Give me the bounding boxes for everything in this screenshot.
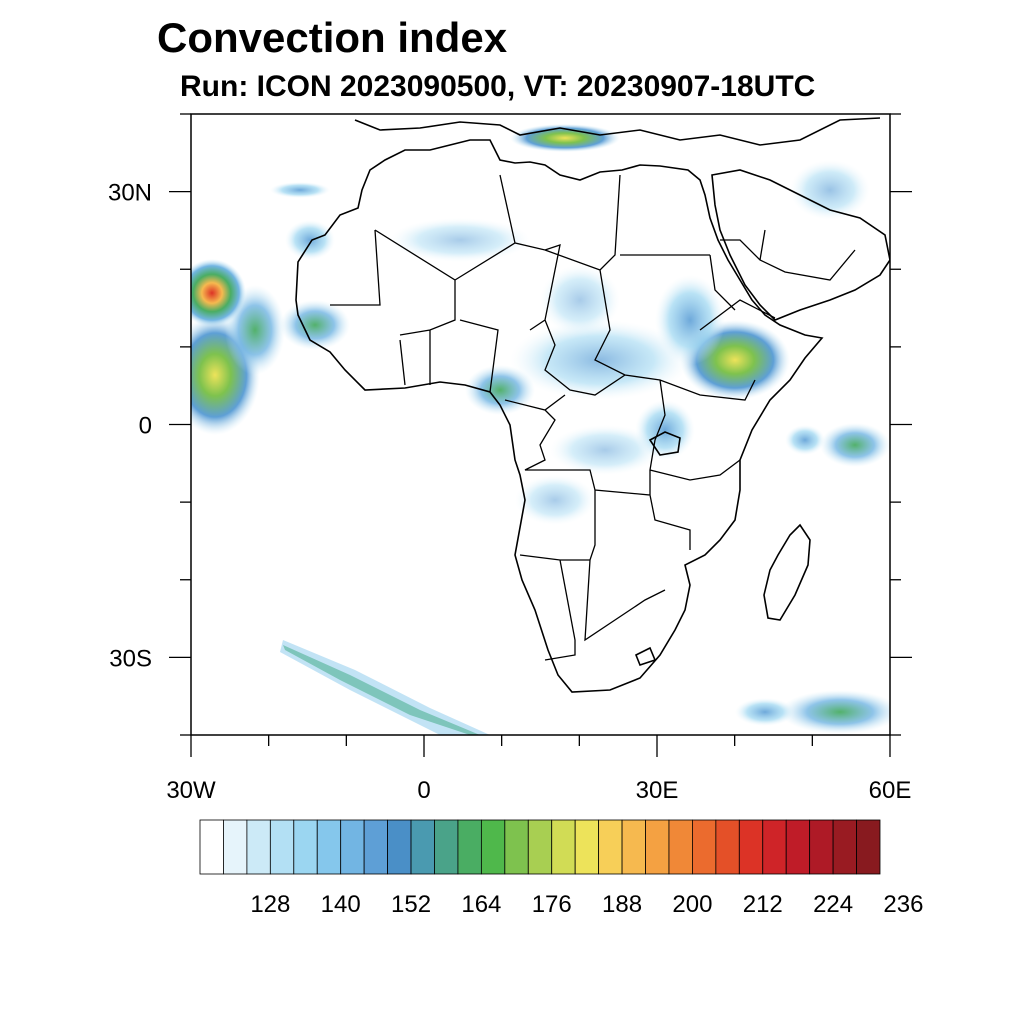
colorbar-swatch bbox=[551, 819, 576, 875]
colorbar-swatch bbox=[574, 819, 600, 875]
colorbar-swatch bbox=[480, 819, 506, 875]
south-atlantic-front-halo bbox=[280, 640, 490, 735]
x-tick-label: 60E bbox=[869, 777, 912, 804]
colorbar-label: 128 bbox=[250, 891, 290, 918]
colorbar-swatch bbox=[856, 819, 881, 875]
y-tick-label: 30S bbox=[109, 645, 152, 672]
colorbar-swatch bbox=[363, 819, 388, 875]
chad-patch bbox=[540, 265, 620, 335]
lesotho bbox=[634, 646, 657, 666]
colorbar-swatch bbox=[598, 819, 623, 875]
colorbar-label: 140 bbox=[321, 891, 361, 918]
colorbar-swatch bbox=[762, 819, 787, 875]
africa-coastline bbox=[295, 139, 824, 693]
colorbar-swatch bbox=[199, 819, 224, 875]
colorbar-swatch bbox=[223, 819, 248, 875]
colorbar-label: 152 bbox=[391, 891, 431, 918]
indian-ocean-east bbox=[820, 423, 890, 467]
arabia bbox=[790, 160, 870, 220]
x-tick-label: 30W bbox=[166, 777, 216, 804]
x-tick-label: 30E bbox=[636, 777, 679, 804]
colorbar-swatch bbox=[387, 819, 412, 875]
arabia-coastline bbox=[711, 169, 890, 321]
y-tick-label: 30N bbox=[108, 180, 152, 207]
colorbar-label: 212 bbox=[743, 891, 783, 918]
colorbar-label: 164 bbox=[461, 891, 501, 918]
colorbar-swatch bbox=[692, 819, 717, 875]
mediterranean-band bbox=[510, 124, 620, 152]
convection-shading bbox=[191, 124, 890, 735]
colorbar-label: 224 bbox=[813, 891, 853, 918]
south-sudan bbox=[655, 275, 725, 365]
colorbar-swatch bbox=[832, 819, 857, 875]
colorbar-swatch bbox=[645, 819, 670, 875]
border-lines bbox=[330, 174, 856, 661]
gulf-guinea bbox=[465, 365, 535, 415]
y-axis-labels: 30N 0 30S bbox=[108, 180, 152, 673]
colorbar-swatch bbox=[738, 819, 764, 875]
colorbar-label: 188 bbox=[602, 891, 642, 918]
atlantic-streak bbox=[270, 182, 330, 198]
colorbar-label: 200 bbox=[672, 891, 712, 918]
colorbar-swatch bbox=[410, 819, 435, 875]
coastlines bbox=[295, 117, 890, 693]
colorbar bbox=[199, 819, 881, 875]
colorbar-swatch bbox=[316, 819, 342, 875]
congo-basin bbox=[550, 425, 660, 475]
country-borders bbox=[330, 174, 856, 661]
sahara-patch bbox=[390, 218, 530, 262]
sahel-belt bbox=[510, 320, 690, 400]
chart-title: Convection index bbox=[157, 14, 508, 61]
colorbar-swatch bbox=[340, 819, 365, 875]
colorbar-swatch bbox=[785, 819, 811, 875]
madagascar-coastline bbox=[763, 523, 811, 621]
colorbar-swatch bbox=[246, 819, 271, 875]
colorbar-labels: 128 140 152 164 176 188 200 212 224 236 bbox=[250, 891, 923, 918]
colorbar-swatch bbox=[668, 819, 693, 875]
southern-ocean-east bbox=[780, 690, 890, 734]
colorbar-label: 176 bbox=[532, 891, 572, 918]
colorbar-swatch bbox=[504, 819, 529, 875]
axis-ticks bbox=[169, 113, 912, 757]
plot-frame bbox=[190, 113, 891, 736]
colorbar-swatch bbox=[621, 819, 646, 875]
colorbar-swatch bbox=[293, 819, 318, 875]
indian-ocean-west bbox=[785, 425, 825, 455]
colorbar-swatch bbox=[715, 819, 740, 875]
colorbar-swatch bbox=[269, 819, 295, 875]
europe-coastline bbox=[354, 117, 881, 146]
y-tick-label: 0 bbox=[139, 413, 152, 440]
mauritania-coast bbox=[285, 220, 335, 260]
x-tick-label: 0 bbox=[417, 777, 430, 804]
colorbar-swatch bbox=[809, 819, 834, 875]
lake-victoria bbox=[648, 431, 681, 456]
colorbar-label: 236 bbox=[883, 891, 923, 918]
angola-patch bbox=[515, 475, 595, 525]
x-axis-labels: 30W 0 30E 60E bbox=[166, 777, 911, 804]
chart-subtitle: Run: ICON 2023090500, VT: 20230907-18UTC bbox=[180, 70, 816, 103]
hurricane-cluster bbox=[191, 259, 246, 327]
colorbar-swatch bbox=[434, 819, 459, 875]
colorbar-swatch bbox=[527, 819, 553, 875]
southern-ocean-mid bbox=[735, 698, 795, 726]
colorbar-swatch bbox=[457, 819, 482, 875]
